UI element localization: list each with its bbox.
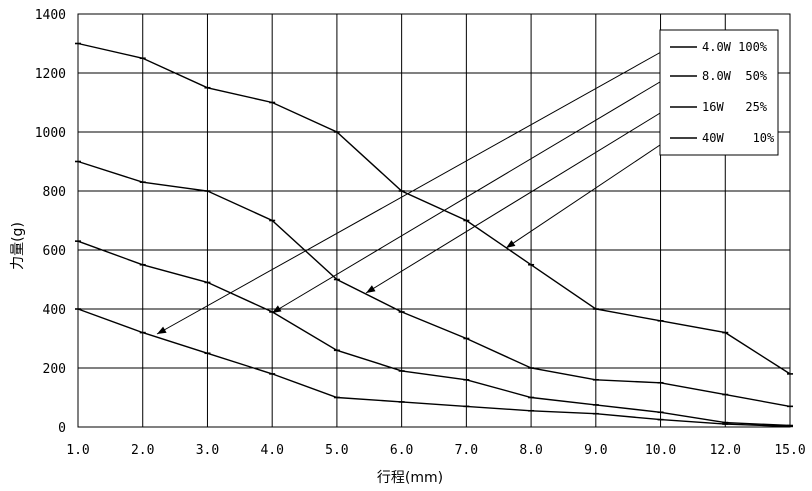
x-tick-label: 5.0: [325, 443, 348, 458]
arrow-head-1: [157, 326, 167, 334]
x-tick-label: 7.0: [455, 443, 478, 458]
x-tick-label: 4.0: [260, 443, 283, 458]
y-tick-label: 600: [43, 244, 66, 259]
y-tick-label: 200: [43, 362, 66, 377]
y-tick-label: 0: [58, 421, 66, 436]
series-line-3: [77, 240, 791, 427]
legend-label-3: 16W 25%: [702, 100, 768, 114]
x-tick-label: 2.0: [131, 443, 154, 458]
x-tick-label: 15.0: [774, 443, 805, 458]
arrow-head-3: [366, 285, 376, 293]
y-tick-label: 400: [43, 303, 66, 318]
x-tick-label: 12.0: [710, 443, 741, 458]
x-axis-label: 行程(mm): [377, 470, 443, 486]
series-line-1: [77, 42, 791, 375]
arrow-line-2: [271, 75, 671, 314]
arrow-line-4: [505, 144, 661, 249]
legend: 4.0W 100% 8.0W 50% 16W 25% 40W 10%: [659, 29, 779, 156]
arrow-head-2: [272, 305, 282, 313]
series-line-4: [77, 308, 791, 428]
y-tick-label: 1000: [35, 126, 66, 141]
y-axis-label: 力量(g): [10, 222, 26, 270]
y-tick-label: 800: [43, 185, 66, 200]
arrow-head-4: [506, 240, 516, 248]
legend-label-4: 40W 10%: [702, 131, 775, 145]
legend-label-2: 8.0W 50%: [702, 69, 768, 83]
x-tick-label: 10.0: [645, 443, 676, 458]
x-tick-label: 9.0: [584, 443, 607, 458]
grid-lines: [77, 13, 791, 428]
x-tick-label: 3.0: [196, 443, 219, 458]
series-lines: [75, 42, 793, 428]
legend-box: [659, 29, 779, 156]
y-tick-label: 1400: [35, 8, 66, 23]
x-tick-label: 8.0: [519, 443, 542, 458]
series-line-2: [77, 160, 791, 408]
legend-label-1: 4.0W 100%: [702, 40, 768, 54]
x-tick-label: 1.0: [66, 443, 89, 458]
y-axis-tick-labels: 0 200 400 600 800 1000 1200 1400: [35, 8, 66, 436]
x-tick-label: 6.0: [390, 443, 413, 458]
y-tick-label: 1200: [35, 67, 66, 82]
x-axis-tick-labels: 1.0 2.0 3.0 4.0 5.0 6.0 7.0 8.0 9.0 10.0 12.0 15.0: [66, 443, 805, 458]
legend-pointer-arrows: [156, 46, 671, 335]
arrow-line-3: [365, 106, 671, 294]
arrow-line-1: [156, 46, 671, 335]
